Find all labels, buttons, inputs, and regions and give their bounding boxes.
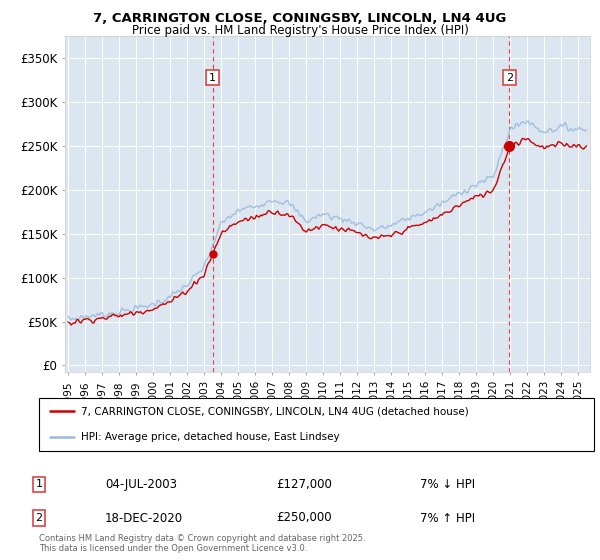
Text: 1: 1 [209, 73, 216, 83]
Text: £250,000: £250,000 [276, 511, 332, 525]
Text: 7, CARRINGTON CLOSE, CONINGSBY, LINCOLN, LN4 4UG: 7, CARRINGTON CLOSE, CONINGSBY, LINCOLN,… [94, 12, 506, 25]
Text: 2: 2 [35, 513, 43, 523]
Text: 7, CARRINGTON CLOSE, CONINGSBY, LINCOLN, LN4 4UG (detached house): 7, CARRINGTON CLOSE, CONINGSBY, LINCOLN,… [80, 407, 469, 417]
Text: Contains HM Land Registry data © Crown copyright and database right 2025.
This d: Contains HM Land Registry data © Crown c… [39, 534, 365, 553]
Text: 7% ↓ HPI: 7% ↓ HPI [420, 478, 475, 491]
Text: 1: 1 [35, 479, 43, 489]
Text: HPI: Average price, detached house, East Lindsey: HPI: Average price, detached house, East… [80, 432, 339, 442]
Text: 7% ↑ HPI: 7% ↑ HPI [420, 511, 475, 525]
Text: 18-DEC-2020: 18-DEC-2020 [105, 511, 183, 525]
Text: £127,000: £127,000 [276, 478, 332, 491]
Text: 2: 2 [506, 73, 513, 83]
Text: 04-JUL-2003: 04-JUL-2003 [105, 478, 177, 491]
Text: Price paid vs. HM Land Registry's House Price Index (HPI): Price paid vs. HM Land Registry's House … [131, 24, 469, 36]
